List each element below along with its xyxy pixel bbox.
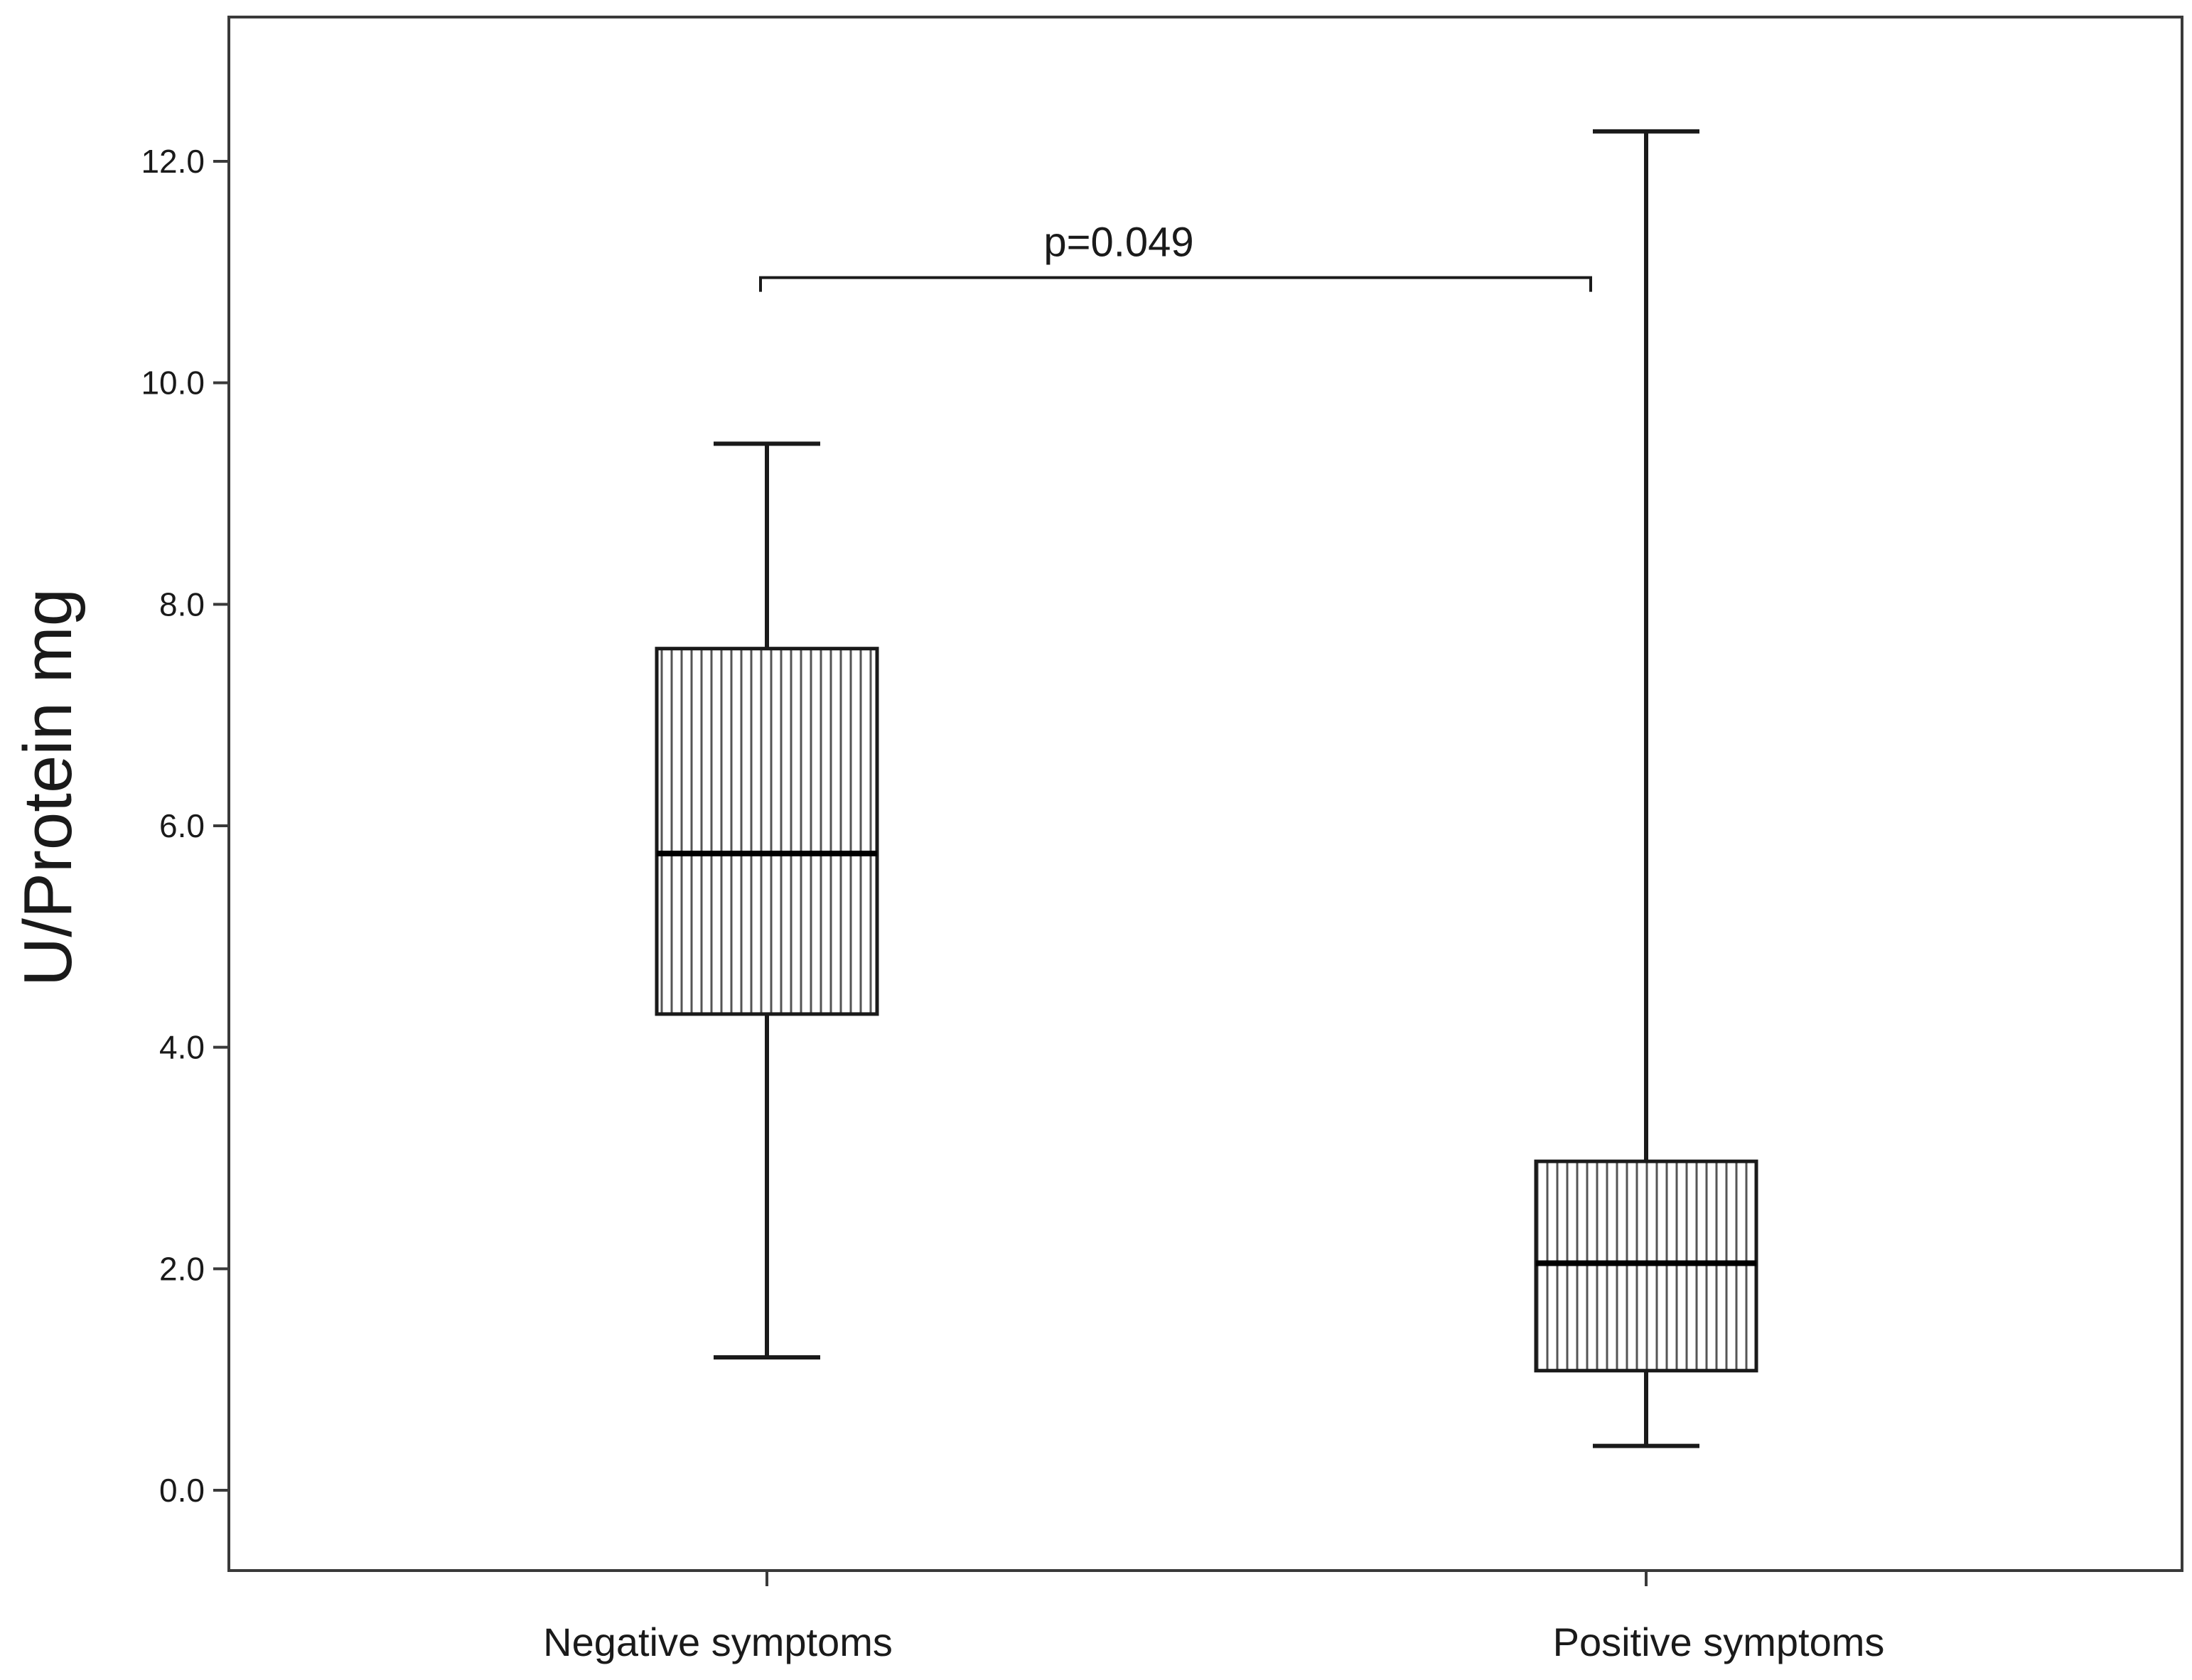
y-tick-label: 12.0	[141, 143, 205, 180]
y-tick-label: 2.0	[159, 1250, 205, 1287]
plot-frame	[227, 16, 2183, 1572]
x-category-label: Negative symptoms	[543, 1620, 893, 1664]
y-axis-label: U/Protein mg	[10, 588, 86, 986]
x-axis: Negative symptoms Positive symptoms	[543, 1571, 1884, 1664]
box-positive-symptoms	[1534, 129, 1758, 1448]
box-negative-symptoms	[655, 441, 879, 1359]
y-tick-label: 8.0	[159, 586, 205, 623]
x-category-label: Positive symptoms	[1553, 1620, 1885, 1664]
y-tick-label: 10.0	[141, 365, 205, 402]
y-axis: 0.0 2.0 4.0 6.0 8.0 10.0 12.0	[141, 143, 229, 1509]
boxes	[655, 129, 1758, 1448]
y-tick-label: 4.0	[159, 1029, 205, 1066]
p-value-label: p=0.049	[1043, 220, 1193, 266]
significance-bracket	[759, 276, 1592, 292]
y-tick-label: 6.0	[159, 807, 205, 844]
y-tick-label: 0.0	[159, 1472, 205, 1509]
iqr-box	[655, 647, 879, 1016]
significance-annotation: p=0.049	[759, 220, 1592, 292]
